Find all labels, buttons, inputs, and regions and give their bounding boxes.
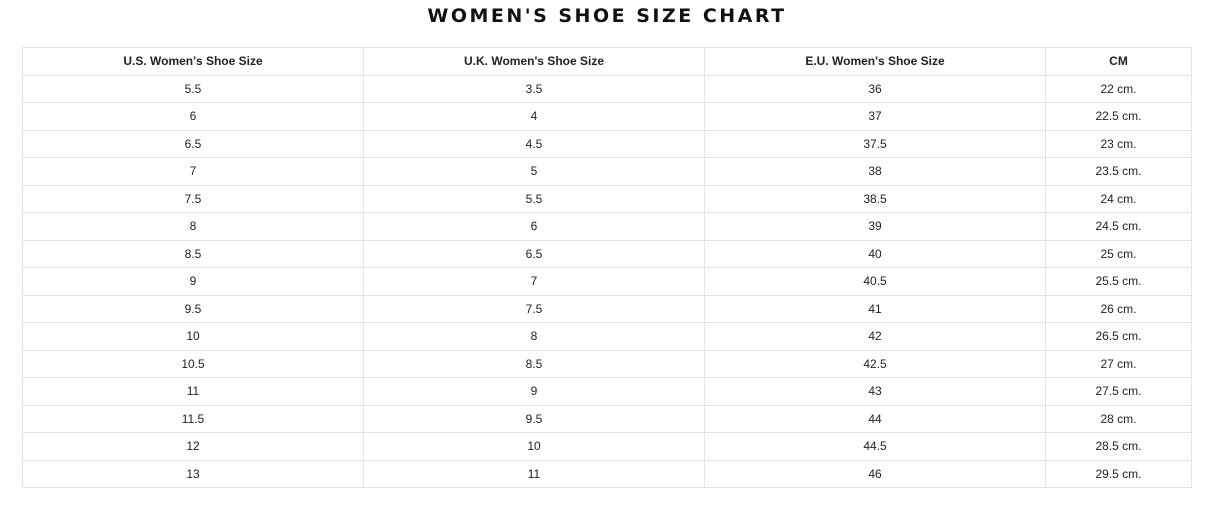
table-row: 6 4 37 22.5 cm. (22, 102, 1192, 131)
table-cell: 37 (704, 102, 1046, 131)
table-cell: 12 (22, 432, 364, 461)
table-cell: 25 cm. (1045, 239, 1192, 268)
table-cell: 43 (704, 377, 1046, 406)
table-cell: 11 (363, 459, 705, 488)
table-cell: 9 (363, 377, 705, 406)
table-cell: 38 (704, 157, 1046, 186)
table-cell: 7.5 (22, 184, 364, 213)
table-cell: 9.5 (363, 404, 705, 433)
table-cell: 27 cm. (1045, 349, 1192, 378)
table-cell: 10 (22, 322, 364, 351)
table-cell: 29.5 cm. (1045, 459, 1192, 488)
table-cell: 9 (22, 267, 364, 296)
table-cell: 37.5 (704, 129, 1046, 158)
column-header: U.S. Women's Shoe Size (22, 47, 364, 76)
table-cell: 5 (363, 157, 705, 186)
table-cell: 24 cm. (1045, 184, 1192, 213)
table-cell: 42.5 (704, 349, 1046, 378)
table-row: 9 7 40.5 25.5 cm. (22, 267, 1192, 296)
table-row: 8 6 39 24.5 cm. (22, 212, 1192, 241)
table-cell: 5.5 (22, 74, 364, 103)
table-cell: 7.5 (363, 294, 705, 323)
page-title: WOMEN'S SHOE SIZE CHART (427, 5, 787, 27)
table-cell: 25.5 cm. (1045, 267, 1192, 296)
table-cell: 9.5 (22, 294, 364, 323)
table-cell: 11.5 (22, 404, 364, 433)
table-cell: 26 cm. (1045, 294, 1192, 323)
column-header: E.U. Women's Shoe Size (704, 47, 1046, 76)
table-cell: 5.5 (363, 184, 705, 213)
table-cell: 13 (22, 459, 364, 488)
table-row: 13 11 46 29.5 cm. (22, 459, 1192, 488)
table-cell: 26.5 cm. (1045, 322, 1192, 351)
table-cell: 10 (363, 432, 705, 461)
table-cell: 4.5 (363, 129, 705, 158)
table-cell: 3.5 (363, 74, 705, 103)
table-cell: 6.5 (22, 129, 364, 158)
table-cell: 7 (363, 267, 705, 296)
table-cell: 8.5 (22, 239, 364, 268)
table-row: 8.5 6.5 40 25 cm. (22, 239, 1192, 268)
table-cell: 46 (704, 459, 1046, 488)
table-cell: 42 (704, 322, 1046, 351)
table-cell: 36 (704, 74, 1046, 103)
table-cell: 23.5 cm. (1045, 157, 1192, 186)
table-row: 5.5 3.5 36 22 cm. (22, 74, 1192, 103)
table-cell: 39 (704, 212, 1046, 241)
table-cell: 22.5 cm. (1045, 102, 1192, 131)
table-row: 9.5 7.5 41 26 cm. (22, 294, 1192, 323)
table-cell: 44 (704, 404, 1046, 433)
table-cell: 8.5 (363, 349, 705, 378)
table-cell: 8 (22, 212, 364, 241)
table-row: 7.5 5.5 38.5 24 cm. (22, 184, 1192, 213)
table-cell: 28 cm. (1045, 404, 1192, 433)
table-row: 10 8 42 26.5 cm. (22, 322, 1192, 351)
table-cell: 8 (363, 322, 705, 351)
table-cell: 7 (22, 157, 364, 186)
table-cell: 11 (22, 377, 364, 406)
table-cell: 24.5 cm. (1045, 212, 1192, 241)
table-cell: 27.5 cm. (1045, 377, 1192, 406)
table-cell: 28.5 cm. (1045, 432, 1192, 461)
table-cell: 44.5 (704, 432, 1046, 461)
column-header: CM (1045, 47, 1192, 76)
table-row: 11.5 9.5 44 28 cm. (22, 404, 1192, 433)
table-row: 11 9 43 27.5 cm. (22, 377, 1192, 406)
table-cell: 6 (363, 212, 705, 241)
table-cell: 38.5 (704, 184, 1046, 213)
table-cell: 4 (363, 102, 705, 131)
table-row: 10.5 8.5 42.5 27 cm. (22, 349, 1192, 378)
table-row: 6.5 4.5 37.5 23 cm. (22, 129, 1192, 158)
table-cell: 41 (704, 294, 1046, 323)
table-cell: 40.5 (704, 267, 1046, 296)
table-cell: 6.5 (363, 239, 705, 268)
table-row: 12 10 44.5 28.5 cm. (22, 432, 1192, 461)
table-cell: 23 cm. (1045, 129, 1192, 158)
table-row: 7 5 38 23.5 cm. (22, 157, 1192, 186)
column-header: U.K. Women's Shoe Size (363, 47, 705, 76)
table-cell: 40 (704, 239, 1046, 268)
table-cell: 6 (22, 102, 364, 131)
size-chart-table: U.S. Women's Shoe Size U.K. Women's Shoe … (22, 47, 1192, 488)
header-row: U.S. Women's Shoe Size U.K. Women's Shoe … (22, 47, 1192, 76)
table-cell: 10.5 (22, 349, 364, 378)
table-cell: 22 cm. (1045, 74, 1192, 103)
